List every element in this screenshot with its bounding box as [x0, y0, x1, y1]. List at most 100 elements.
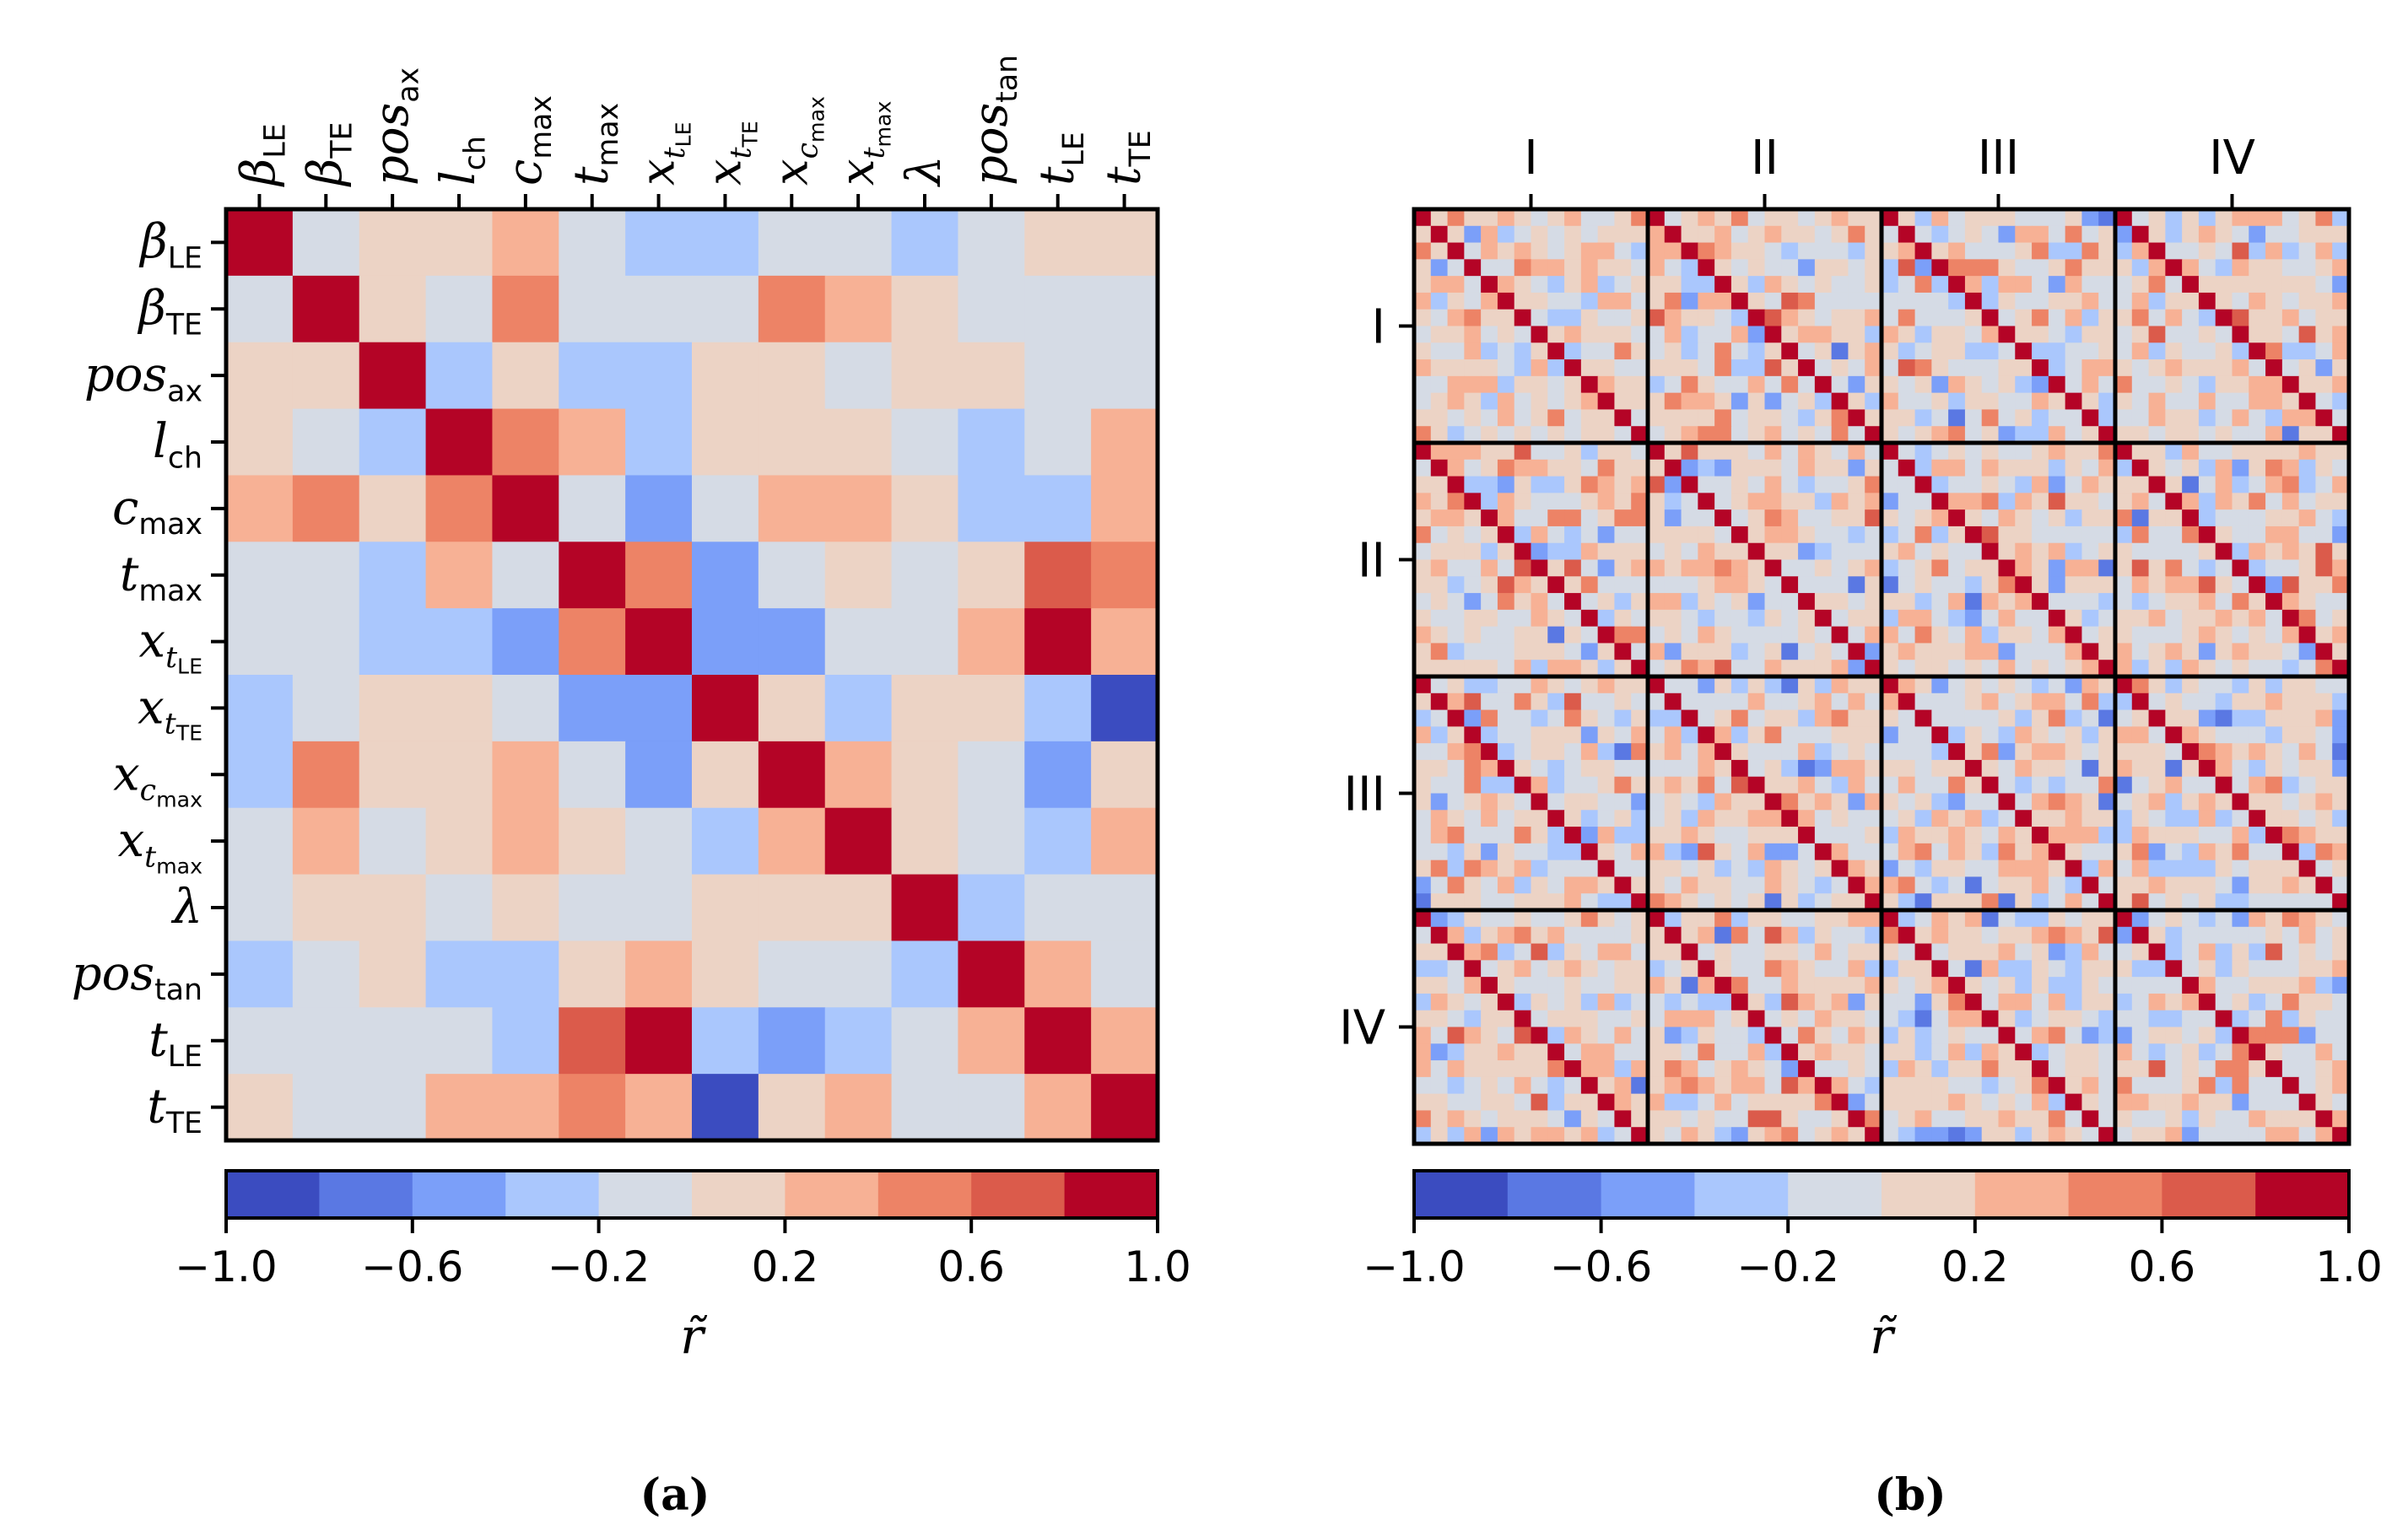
heatmap-b-cell: [2165, 1027, 2183, 1044]
heatmap-b-cell: [1580, 576, 1599, 594]
heatmap-b-cell: [1497, 242, 1515, 260]
heatmap-b-cell: [2198, 1127, 2216, 1145]
heatmap-b-cell: [2065, 609, 2083, 628]
heatmap-b-cell: [1497, 1127, 1515, 1145]
heatmap-b-cell: [2198, 593, 2216, 611]
heatmap-b-cell: [1914, 276, 1932, 294]
heatmap-b-cell: [1882, 776, 1899, 795]
heatmap-b-cell: [2232, 960, 2249, 978]
heatmap-b-cell: [1648, 743, 1666, 761]
heatmap-b-cell: [2281, 743, 2300, 761]
heatmap-b-cell: [1481, 1010, 1498, 1028]
heatmap-b-cell: [1764, 209, 1782, 227]
heatmap-b-cell: [2131, 342, 2150, 360]
heatmap-b-cell: [2048, 926, 2066, 945]
heatmap-b-cell: [2249, 359, 2266, 377]
heatmap-b-cell: [2265, 209, 2283, 227]
heatmap-b-cell: [1414, 709, 1432, 727]
heatmap-b-cell: [2015, 1110, 2033, 1128]
heatmap-b-cell: [1464, 676, 1482, 694]
a-colorbar-tick-label: −0.6: [361, 1242, 463, 1291]
heatmap-b-cell: [1514, 1060, 1532, 1078]
heatmap-b-cell: [2182, 525, 2200, 544]
heatmap-b-cell: [2048, 977, 2066, 994]
heatmap-b-cell: [2098, 1093, 2116, 1112]
heatmap-b-cell: [1547, 860, 1565, 878]
heatmap-b-cell: [1914, 342, 1932, 360]
heatmap-a-cell: [292, 542, 360, 609]
heatmap-b-cell: [1497, 559, 1515, 577]
heatmap-b-cell: [1931, 827, 1949, 844]
heatmap-b-cell: [1747, 292, 1766, 310]
heatmap-b-cell: [1848, 493, 1865, 510]
heatmap-a-cell: [1024, 475, 1092, 542]
heatmap-b-cell: [2232, 259, 2249, 277]
heatmap-b-cell: [1865, 359, 1882, 377]
heatmap-b-cell: [1614, 810, 1632, 827]
heatmap-b-cell: [1964, 643, 1983, 660]
heatmap-b-cell: [1514, 476, 1532, 493]
heatmap-b-cell: [1564, 893, 1582, 911]
heatmap-b-cell: [1964, 276, 1983, 294]
heatmap-b-cell: [2298, 1127, 2317, 1145]
heatmap-b-cell: [2249, 876, 2266, 894]
heatmap-b-cell: [1898, 593, 1916, 611]
heatmap-b-cell: [1447, 676, 1465, 694]
heatmap-b-cell: [1848, 443, 1865, 461]
heatmap-b-cell: [2048, 209, 2066, 227]
heatmap-b-cell: [2065, 876, 2083, 894]
heatmap-b-cell: [1631, 626, 1649, 644]
heatmap-b-cell: [2081, 977, 2099, 994]
heatmap-b-cell: [1698, 443, 1715, 461]
heatmap-b-cell: [1747, 342, 1766, 360]
heatmap-b-cell: [1764, 626, 1782, 644]
heatmap-b-cell: [1497, 276, 1515, 294]
heatmap-b-cell: [1764, 1043, 1782, 1061]
heatmap-b-cell: [1564, 359, 1582, 377]
heatmap-b-cell: [1414, 242, 1432, 260]
heatmap-b-cell: [1447, 759, 1465, 778]
heatmap-b-cell: [1531, 1010, 1548, 1028]
heatmap-b-cell: [2115, 593, 2133, 611]
heatmap-b-cell: [1481, 609, 1498, 628]
heatmap-b-cell: [1414, 910, 1432, 928]
heatmap-b-cell: [1414, 509, 1432, 527]
heatmap-b-cell: [1481, 242, 1498, 260]
heatmap-b-cell: [1564, 977, 1582, 994]
heatmap-b-cell: [1414, 993, 1432, 1011]
heatmap-b-cell: [1648, 876, 1666, 894]
heatmap-b-cell: [2065, 509, 2083, 527]
heatmap-b-cell: [1747, 810, 1766, 827]
heatmap-b-cell: [1714, 525, 1732, 544]
heatmap-b-cell: [2015, 309, 2033, 327]
heatmap-b-cell: [1580, 342, 1599, 360]
heatmap-b-cell: [2332, 743, 2350, 761]
heatmap-b-cell: [1564, 493, 1582, 510]
heatmap-b-cell: [1848, 926, 1865, 945]
heatmap-b-cell: [1481, 326, 1498, 343]
heatmap-a-col-label: λ: [897, 156, 952, 188]
heatmap-b-cell: [1898, 375, 1916, 394]
heatmap-b-cell: [2281, 242, 2300, 260]
heatmap-b-cell: [1681, 276, 1698, 294]
heatmap-b-cell: [1798, 259, 1816, 277]
heatmap-b-cell: [2032, 476, 2049, 493]
heatmap-b-cell: [2032, 660, 2049, 677]
heatmap-b-cell: [2032, 876, 2049, 894]
heatmap-b-cell: [1681, 1110, 1698, 1128]
heatmap-b-cell: [2232, 709, 2249, 727]
heatmap-a-cell: [1091, 475, 1158, 542]
heatmap-b-cell: [1747, 276, 1766, 294]
heatmap-b-cell: [1814, 993, 1833, 1011]
heatmap-b-cell: [2281, 676, 2300, 694]
heatmap-b-cell: [1564, 609, 1582, 628]
heatmap-b-cell: [2165, 309, 2183, 327]
heatmap-b-cell: [2148, 709, 2166, 727]
heatmap-b-cell: [1464, 276, 1482, 294]
heatmap-b-cell: [2098, 1027, 2116, 1044]
heatmap-b-cell: [1948, 292, 1966, 310]
heatmap-b-cell: [1931, 542, 1949, 561]
heatmap-b-cell: [2015, 743, 2033, 761]
heatmap-b-cell: [1730, 459, 1749, 477]
heatmap-b-cell: [2215, 292, 2233, 310]
